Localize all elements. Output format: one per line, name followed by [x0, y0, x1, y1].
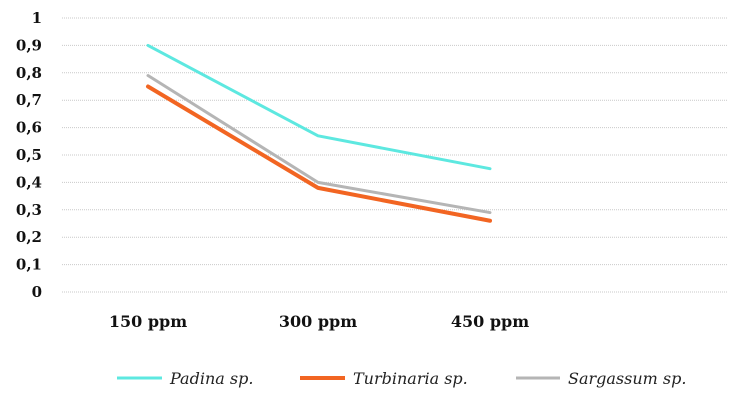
y-tick-label: 0,3 — [16, 201, 42, 219]
y-tick-label: 0 — [32, 283, 42, 301]
y-tick-label: 0,9 — [16, 36, 42, 54]
y-tick-label: 0,2 — [16, 228, 42, 246]
x-tick-label: 150 ppm — [109, 312, 187, 331]
y-tick-label: 0,5 — [16, 146, 42, 164]
legend-label: Turbinaria sp. — [353, 369, 468, 388]
x-tick-label: 450 ppm — [451, 312, 529, 331]
y-tick-label: 0,6 — [16, 119, 42, 137]
series-line-turbinaria-sp — [146, 84, 492, 223]
legend-label: Padina sp. — [169, 369, 253, 388]
series-line-padina-sp — [146, 43, 492, 171]
x-tick-label: 300 ppm — [279, 312, 357, 331]
y-axis-ticks: 0 0,1 0,2 0,3 0,4 0,5 0,6 0,7 0,8 0,9 1 — [16, 9, 42, 301]
legend: Padina sp. Turbinaria sp. Sargassum sp. — [117, 369, 686, 388]
series-lines — [146, 43, 492, 223]
legend-label: Sargassum sp. — [568, 369, 686, 388]
y-tick-label: 0,1 — [16, 256, 42, 274]
y-tick-label: 0,7 — [16, 91, 42, 109]
series-line-sargassum-sp — [146, 74, 492, 215]
y-tick-label: 0,8 — [16, 64, 42, 82]
x-axis-ticks: 150 ppm 300 ppm 450 ppm — [109, 312, 529, 331]
y-tick-label: 0,4 — [16, 173, 42, 191]
y-tick-label: 1 — [32, 9, 42, 27]
grid — [62, 17, 728, 293]
